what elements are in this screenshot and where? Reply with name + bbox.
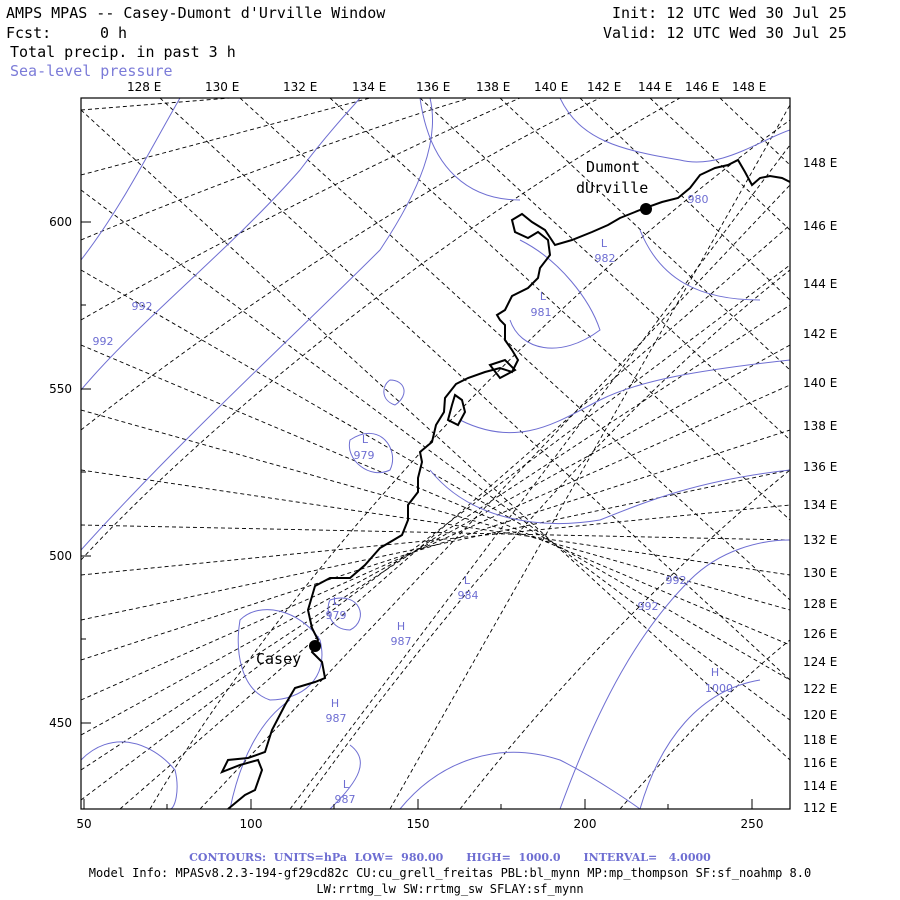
right-longitude-labels: 148 E 146 E 144 E 142 E 140 E 138 E 136 … [803,156,837,815]
contour-label: L [464,574,471,587]
x-tick-label: 100 [240,817,263,831]
lon-label: 142 E [803,327,837,341]
contour-label: 979 [326,609,347,622]
lon-label: 126 E [803,627,837,641]
contour-label: L [362,433,369,446]
casey-marker [309,640,321,652]
model-info: Model Info: MPASv8.2.3-194-gf29cd82c CU:… [88,866,812,880]
contour-label: H [397,620,405,633]
contour-label: L [540,290,547,303]
lon-label: 132 E [283,80,317,94]
contour-label: 979 [354,449,375,462]
lon-label: 148 E [803,156,837,170]
contour-label: 992 [132,300,153,313]
contour-labels: 992 992 980 L 982 L 981 L 979 L 984 992 … [93,193,734,806]
lon-label: 134 E [803,498,837,512]
contour-label: H [331,697,339,710]
lon-label: 136 E [416,80,450,94]
lon-label: 130 E [205,80,239,94]
lon-label: 136 E [803,460,837,474]
init-time: Init: 12 UTC Wed 30 Jul 25 [612,4,847,22]
dumont-durville-label-line2: dUrville [576,179,648,197]
casey-label: Casey [256,650,301,668]
lon-label: 130 E [803,566,837,580]
lon-label: 146 E [685,80,719,94]
contour-label: 987 [326,712,347,725]
lon-label: 140 E [803,376,837,390]
lon-label: 132 E [803,533,837,547]
graticule [81,98,790,809]
x-tick-label: 250 [741,817,764,831]
dumont-durville-marker [640,203,652,215]
x-tick-label: 50 [76,817,91,831]
contour-label: 984 [458,589,479,602]
contour-label: 981 [531,306,552,319]
map-frame [80,97,791,810]
lon-label: 128 E [127,80,161,94]
contours-info: CONTOURS: UNITS=hPa LOW= 980.00 HIGH= 10… [189,851,711,864]
y-tick-label: 550 [49,382,72,396]
contour-label: L [343,778,350,791]
slp-contours [81,98,790,809]
lon-label: 138 E [803,419,837,433]
contour-label: 987 [391,635,412,648]
field-slp-label: Sea-level pressure [10,62,173,80]
lon-label: 114 E [803,779,837,793]
x-tick-label: 200 [574,817,597,831]
x-axis-labels: 50 100 150 200 250 [76,817,763,831]
lon-label: 142 E [587,80,621,94]
lon-label: 144 E [803,277,837,291]
contour-label: 980 [688,193,709,206]
x-tick-label: 150 [407,817,430,831]
top-longitude-labels: 128 E 130 E 132 E 134 E 136 E 138 E 140 … [127,80,766,94]
lon-label: 120 E [803,708,837,722]
lon-label: 138 E [476,80,510,94]
lon-label: 128 E [803,597,837,611]
map-title: AMPS MPAS -- Casey-Dumont d'Urville Wind… [6,4,386,22]
contour-label: 982 [595,252,616,265]
lon-label: 148 E [732,80,766,94]
y-tick-label: 450 [49,716,72,730]
valid-time: Valid: 12 UTC Wed 30 Jul 25 [603,24,847,42]
contour-label: 992 [93,335,114,348]
contour-label: H [711,666,719,679]
dumont-durville-label-line1: Dumont [586,158,640,176]
forecast-label: Fcst: [6,24,52,42]
lon-label: 118 E [803,733,837,747]
contour-label: L [333,595,340,608]
lon-label: 124 E [803,655,837,669]
y-tick-label: 600 [49,215,72,229]
axis-ticks [81,221,753,809]
lon-label: 134 E [352,80,386,94]
contour-label: L [601,237,608,250]
contour-label: 1000 [705,682,733,695]
lon-label: 116 E [803,756,837,770]
lon-label: 146 E [803,219,837,233]
forecast-hour: 0 h [100,24,128,42]
y-tick-label: 500 [49,549,72,563]
contour-label: 987 [335,793,356,806]
lon-label: 112 E [803,801,837,815]
field-precip-label: Total precip. in past 3 h [10,43,236,61]
model-info-line2: LW:rrtmg_lw SW:rrtmg_sw SFLAY:sf_mynn [316,882,584,896]
lon-label: 144 E [638,80,672,94]
y-axis-labels: 600 550 500 450 [49,215,72,730]
lon-label: 140 E [534,80,568,94]
contour-label: 992 [666,574,687,587]
stations: Dumont dUrville Casey [256,158,652,668]
contour-label: 992 [638,600,659,613]
lon-label: 122 E [803,682,837,696]
